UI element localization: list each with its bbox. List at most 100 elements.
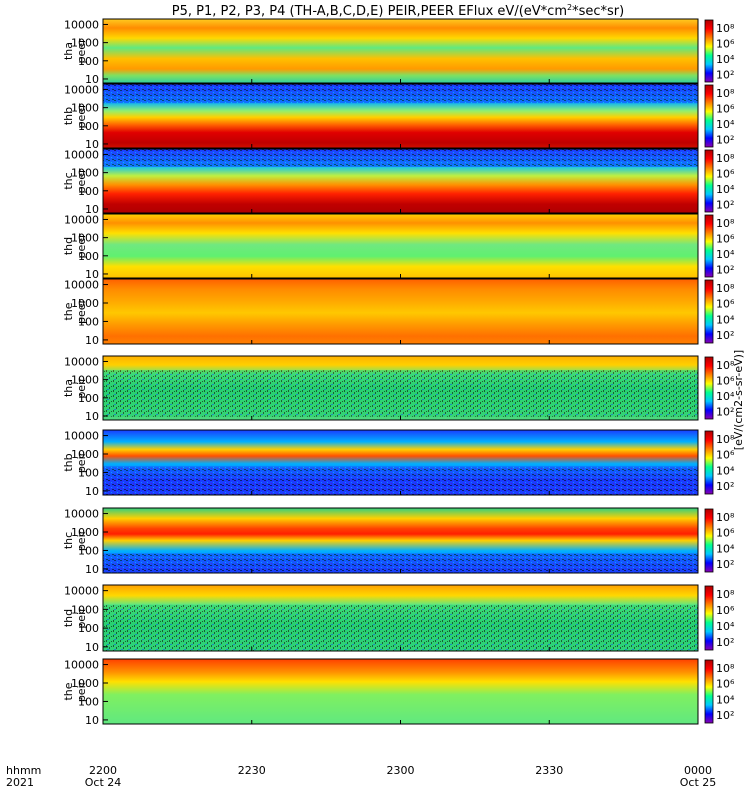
- colorbar-scale: [704, 508, 714, 573]
- y-tick-label: 1000: [71, 102, 99, 115]
- y-tick-label: 10: [85, 203, 99, 216]
- y-tick-label: 100: [78, 120, 99, 133]
- colorbar-the-peer: 10² 10⁴ 10⁶ 10⁸: [704, 279, 735, 344]
- colorbar-tick-label: 10⁶: [716, 449, 735, 462]
- colorbar-tick-label: 10²: [716, 329, 734, 342]
- colorbar-tick-label: 10⁴: [716, 542, 735, 555]
- y-tick-label: 100: [78, 466, 99, 479]
- colorbar-tick-label: 10²: [716, 636, 734, 649]
- spectrogram-image: [103, 279, 698, 344]
- panel-thc-peir: 10 100 1000 10000 thc peir: [62, 507, 699, 576]
- y-tick-label: 1000: [71, 526, 99, 539]
- colorbar-tick-label: 10²: [716, 68, 734, 81]
- panel-probe-label: tha: [62, 379, 75, 397]
- y-tick-label: 10000: [64, 213, 99, 226]
- colorbar-tick-label: 10⁸: [716, 217, 735, 230]
- panel-instrument-label: peir: [75, 529, 88, 551]
- time-tick-label: 0000: [684, 764, 712, 777]
- y-tick-label: 10000: [64, 659, 99, 672]
- panel-instrument-label: peir: [75, 377, 88, 399]
- y-tick-label: 1000: [71, 232, 99, 245]
- colorbar-tick-label: 10⁴: [716, 464, 735, 477]
- y-tick-label: 10: [85, 268, 99, 281]
- colorbar-tick-label: 10⁴: [716, 390, 735, 403]
- y-tick-label: 10000: [64, 430, 99, 443]
- colorbar-tick-label: 10²: [716, 558, 734, 571]
- colorbars: 10² 10⁴ 10⁶ 10⁸ 10² 10⁴ 10⁶ 10⁸ 10² 10⁴ 10⁶ 10⁸ 10² 1…: [704, 19, 745, 724]
- y-tick-label: 100: [78, 695, 99, 708]
- time-tick-date-label: Oct 24: [85, 776, 122, 789]
- time-tick-label: 2200: [89, 764, 117, 777]
- panel-tha-peir: 10 100 1000 10000 tha peir: [62, 355, 699, 423]
- panel-probe-label: thd: [62, 237, 75, 255]
- colorbar-tick-label: 10²: [716, 198, 734, 211]
- colorbar-thd-peir: 10² 10⁴ 10⁶ 10⁸: [704, 585, 735, 651]
- colorbar-tick-label: 10⁶: [716, 527, 735, 540]
- y-tick-label: 100: [78, 392, 99, 405]
- time-tick-label: 2230: [238, 764, 266, 777]
- colorbar-tick-label: 10⁶: [716, 374, 735, 387]
- panel-instrument-label: peer: [75, 103, 88, 129]
- colorbar-scale: [704, 214, 714, 278]
- panel-thb-peir: 10 100 1000 10000 thb peir: [62, 429, 699, 498]
- y-tick-label: 10000: [64, 148, 99, 161]
- colorbar-tick-label: 10²: [716, 263, 734, 276]
- colorbar-thd-peer: 10² 10⁴ 10⁶ 10⁸: [704, 214, 735, 278]
- spectrogram-noise-texture: [103, 553, 698, 573]
- colorbar-scale: [704, 356, 714, 420]
- spectrogram-noise-texture: [103, 149, 698, 167]
- panel-the-peir: 10 100 1000 10000 the peir: [62, 658, 699, 727]
- y-tick-label: 10000: [64, 355, 99, 368]
- time-row-label-hhmm: hhmm: [6, 764, 41, 777]
- colorbar-tick-label: 10⁶: [716, 167, 735, 180]
- y-tick-label: 10: [85, 410, 99, 423]
- colorbar-tick-label: 10⁶: [716, 102, 735, 115]
- panel-tha-peer: 10 100 1000 10000 tha peer: [62, 18, 699, 86]
- colorbar-tick-label: 10⁴: [716, 118, 735, 131]
- colorbar-tick-label: 10⁶: [716, 678, 735, 691]
- panel-thb-peer: 10 100 1000 10000 thb peer: [62, 83, 699, 151]
- y-tick-label: 1000: [71, 603, 99, 616]
- y-tick-label: 1000: [71, 37, 99, 50]
- y-tick-label: 100: [78, 622, 99, 635]
- colorbar-scale: [704, 430, 714, 495]
- colorbar-tick-label: 10²: [716, 480, 734, 493]
- colorbar-tha-peir: 10² 10⁴ 10⁶ 10⁸: [704, 356, 735, 420]
- spectrogram-image: [103, 19, 698, 83]
- colorbar-tick-label: 10⁸: [716, 22, 735, 35]
- panel-instrument-label: peer: [75, 168, 88, 194]
- panel-probe-label: thc: [62, 532, 75, 549]
- colorbar-tick-label: 10²: [716, 405, 734, 418]
- y-tick-label: 10: [85, 714, 99, 727]
- panel-thd-peir: 10 100 1000 10000 thd peir: [62, 584, 699, 654]
- panel-probe-label: thc: [62, 172, 75, 189]
- panel-thd-peer: 10 100 1000 10000 thd peer: [62, 213, 699, 281]
- colorbar-tick-label: 10⁸: [716, 87, 735, 100]
- panel-probe-label: the: [62, 682, 75, 700]
- colorbar-thb-peir: 10² 10⁴ 10⁶ 10⁸: [704, 430, 735, 495]
- spectrogram-noise-texture: [103, 84, 698, 104]
- colorbar-tick-label: 10²: [716, 709, 734, 722]
- colorbar-scale: [704, 585, 714, 651]
- spectrogram-noise-texture: [103, 370, 698, 417]
- colorbar-tick-label: 10⁸: [716, 588, 735, 601]
- colorbar-scale: [704, 279, 714, 344]
- y-tick-label: 10000: [64, 83, 99, 96]
- colorbar-tick-label: 10⁴: [716, 693, 735, 706]
- colorbar-the-peir: 10² 10⁴ 10⁶ 10⁸: [704, 659, 735, 724]
- y-tick-label: 1000: [71, 297, 99, 310]
- panel-instrument-label: peir: [75, 607, 88, 629]
- colorbar-tick-label: 10²: [716, 133, 734, 146]
- colorbar-tick-label: 10⁴: [716, 183, 735, 196]
- y-tick-label: 1000: [71, 374, 99, 387]
- panel-probe-label: the: [62, 302, 75, 320]
- colorbar-thb-peer: 10² 10⁴ 10⁶ 10⁸: [704, 84, 735, 148]
- panel-probe-label: thd: [62, 609, 75, 627]
- spectrogram-noise-texture: [103, 466, 698, 495]
- panel-probe-label: thb: [62, 107, 75, 125]
- spectrogram-image: [103, 659, 698, 724]
- colorbar-scale: [704, 84, 714, 148]
